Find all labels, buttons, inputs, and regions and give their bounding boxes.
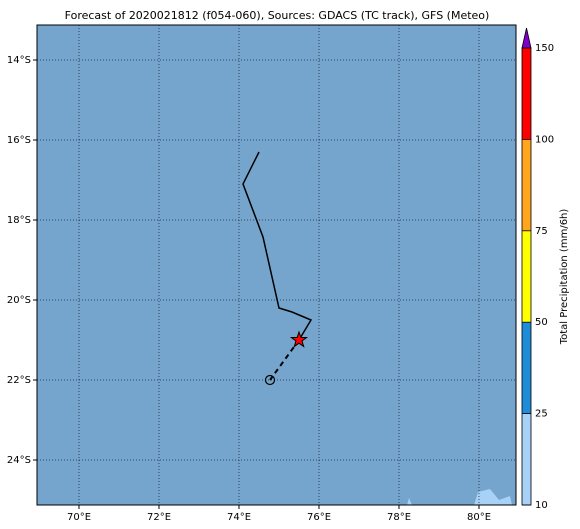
y-tick-label: 24°S xyxy=(7,455,31,466)
x-tick-label: 80°E xyxy=(467,512,491,523)
colorbar-extend xyxy=(521,27,532,49)
track-line xyxy=(242,151,313,341)
x-tick-label: 74°E xyxy=(227,512,251,523)
x-tick-label: 72°E xyxy=(147,512,171,523)
colorbar-tick-label: 100 xyxy=(535,134,554,145)
x-tick-label: 70°E xyxy=(67,512,91,523)
colorbar-label: Total Precipitation (mm/6h) xyxy=(559,209,570,346)
land xyxy=(474,489,512,505)
y-tick-label: 14°S xyxy=(7,55,31,66)
colorbar-tick-label: 75 xyxy=(535,226,548,237)
y-tick-label: 18°S xyxy=(7,215,31,226)
forecast-end xyxy=(264,374,276,386)
colorbar-tick-label: 10 xyxy=(535,500,548,511)
map-title: Forecast of 2020021812 (f054-060), Sourc… xyxy=(65,9,490,22)
colorbar-tick-label: 25 xyxy=(535,409,548,420)
colorbar-segment xyxy=(522,48,531,140)
land xyxy=(407,498,412,505)
colorbar-tick-label: 50 xyxy=(535,317,548,328)
y-tick-label: 16°S xyxy=(7,135,31,146)
x-tick-label: 76°E xyxy=(307,512,331,523)
colorbar-segment xyxy=(522,139,531,231)
map-frame xyxy=(36,24,517,506)
current-position xyxy=(289,330,309,348)
y-tick-label: 20°S xyxy=(7,295,31,306)
ocean xyxy=(37,25,516,505)
colorbar-segment xyxy=(522,230,531,323)
colorbar-segment xyxy=(522,413,531,505)
x-tick-label: 78°E xyxy=(387,512,411,523)
colorbar-segment xyxy=(522,322,531,414)
y-tick-label: 22°S xyxy=(7,375,31,386)
colorbar-tick-label: 150 xyxy=(535,43,554,54)
